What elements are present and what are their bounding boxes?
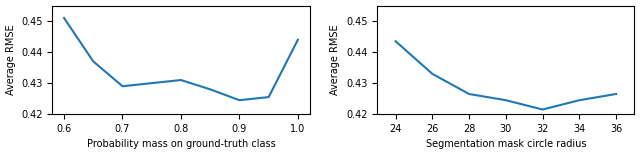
X-axis label: Segmentation mask circle radius: Segmentation mask circle radius [426, 140, 586, 149]
Y-axis label: Average RMSE: Average RMSE [6, 24, 15, 95]
X-axis label: Probability mass on ground-truth class: Probability mass on ground-truth class [86, 140, 275, 149]
Y-axis label: Average RMSE: Average RMSE [330, 24, 340, 95]
